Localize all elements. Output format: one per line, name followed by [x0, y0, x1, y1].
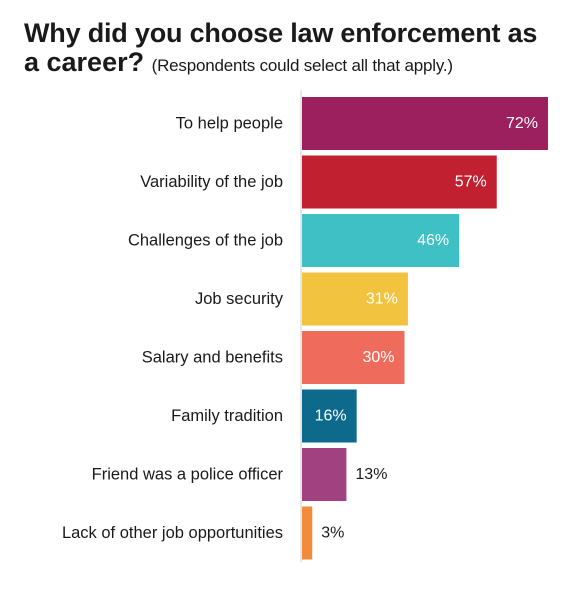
category-label: Variability of the job	[140, 173, 283, 191]
category-label: Lack of other job opportunities	[62, 524, 283, 542]
value-label: 16%	[315, 408, 347, 425]
value-label: 57%	[455, 174, 487, 191]
bar-1	[302, 97, 548, 150]
category-label: Challenges of the job	[128, 232, 283, 250]
chart-title-block: Why did you choose law enforcement as a …	[24, 18, 564, 80]
chart-title: Why did you choose law enforcement as	[24, 18, 538, 48]
value-label: 30%	[362, 349, 394, 366]
bar-6	[302, 389, 357, 443]
value-label: 72%	[506, 115, 538, 132]
chart-title-continued: a career? (Respondents could select all …	[24, 48, 564, 80]
chart-subtitle: (Respondents could select all that apply…	[151, 56, 453, 75]
value-label: 31%	[366, 291, 398, 308]
category-label: Family tradition	[171, 407, 283, 425]
category-label: Friend was a police officer	[92, 466, 284, 484]
category-label: Job security	[195, 290, 284, 308]
bar-2	[302, 155, 497, 209]
bar-3	[302, 214, 460, 267]
bar-4	[302, 272, 408, 326]
bar-8	[302, 506, 313, 560]
value-label: 13%	[355, 466, 387, 483]
bars-group: To help people 72% Variability of the job 5…	[62, 97, 548, 560]
bar-5	[302, 331, 405, 384]
category-label: Salary and benefits	[142, 349, 283, 367]
bar-7	[302, 448, 347, 501]
chart-title-end: a career?	[24, 47, 145, 77]
value-label: 3%	[321, 525, 344, 542]
value-label: 46%	[417, 232, 449, 249]
category-label: To help people	[176, 115, 283, 133]
